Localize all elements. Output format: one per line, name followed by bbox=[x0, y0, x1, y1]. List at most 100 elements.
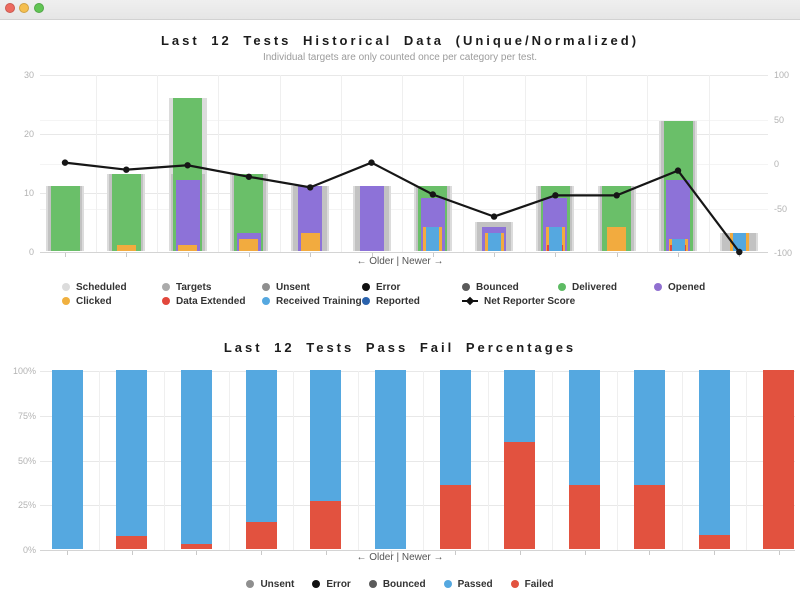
x-tick bbox=[261, 551, 263, 555]
net-reporter-score-point bbox=[736, 248, 743, 256]
data-extended-dot-icon bbox=[162, 297, 170, 305]
gridline bbox=[402, 75, 404, 252]
legend-item-error[interactable]: Error bbox=[362, 281, 400, 293]
top-chart-older-newer-pager[interactable]: ← Older | Newer → bbox=[356, 256, 444, 267]
right-axis-tick-label: -100 bbox=[774, 248, 793, 258]
gridline bbox=[40, 460, 795, 462]
y-axis-tick-label: 75% bbox=[17, 410, 36, 421]
error-dot-icon bbox=[312, 580, 321, 588]
gridline bbox=[616, 371, 618, 550]
top-chart-plot-area bbox=[40, 75, 768, 257]
gridline bbox=[164, 371, 166, 550]
x-tick bbox=[649, 551, 651, 555]
gridline bbox=[681, 371, 683, 550]
unsent-dot-icon bbox=[246, 580, 255, 588]
legend-item-passed[interactable]: Passed bbox=[443, 578, 493, 590]
legend-item-data-extended[interactable]: Data Extended bbox=[162, 295, 245, 307]
legend-item-received-training[interactable]: Received Training bbox=[262, 295, 362, 307]
legend-label: Delivered bbox=[572, 281, 618, 293]
legend-item-bounced[interactable]: Bounced bbox=[368, 578, 426, 590]
gridline bbox=[40, 415, 795, 417]
net-reporter-score-point bbox=[613, 192, 620, 199]
left-axis-tick-label: 20 bbox=[23, 129, 34, 139]
legend-label: Scheduled bbox=[76, 281, 127, 293]
legend-label: Unsent bbox=[260, 578, 295, 590]
x-tick bbox=[555, 253, 557, 257]
gridline bbox=[40, 193, 768, 194]
gridline bbox=[293, 371, 295, 550]
bar-opened bbox=[666, 180, 690, 251]
close-button[interactable] bbox=[5, 3, 15, 13]
left-axis-tick-label: 0 bbox=[28, 247, 34, 257]
bar-passed bbox=[51, 370, 83, 549]
gridline bbox=[463, 75, 465, 252]
gridline bbox=[40, 208, 768, 210]
x-tick bbox=[196, 551, 198, 555]
clicked-dot-icon bbox=[62, 297, 70, 305]
legend-item-unsent[interactable]: Unsent bbox=[262, 281, 310, 293]
legend-item-clicked[interactable]: Clicked bbox=[62, 295, 112, 307]
legend-label: Failed bbox=[524, 578, 554, 590]
marker-diamond bbox=[465, 296, 475, 306]
legend-item-reported[interactable]: Reported bbox=[362, 295, 420, 307]
top-chart-subtitle: Individual targets are only counted once… bbox=[262, 52, 538, 63]
x-tick bbox=[390, 551, 392, 555]
legend-item-net-reporter-score[interactable]: Net Reporter Score bbox=[462, 295, 575, 307]
gridline bbox=[228, 371, 230, 550]
gridline bbox=[40, 134, 768, 135]
bar-failed bbox=[310, 500, 342, 549]
bar-delivered bbox=[111, 174, 141, 251]
legend-label: Opened bbox=[668, 281, 706, 293]
gridline bbox=[40, 371, 795, 372]
legend-item-targets[interactable]: Targets bbox=[162, 281, 211, 293]
bar-received-training bbox=[487, 233, 501, 251]
legend-label: Error bbox=[326, 578, 351, 590]
x-tick bbox=[778, 551, 780, 555]
net-reporter-score-point bbox=[123, 166, 130, 173]
bar-received-training bbox=[548, 227, 562, 251]
legend-item-unsent[interactable]: Unsent bbox=[246, 578, 294, 590]
legend-label: Error bbox=[376, 281, 401, 293]
x-tick bbox=[248, 253, 250, 257]
bar-failed bbox=[245, 522, 277, 549]
legend-item-bounced[interactable]: Bounced bbox=[462, 281, 519, 293]
legend-item-opened[interactable]: Opened bbox=[654, 281, 705, 293]
legend-label: Net Reporter Score bbox=[484, 295, 576, 307]
net-reporter-score-point bbox=[429, 191, 436, 198]
bottom-chart-plot-area bbox=[40, 370, 795, 555]
legend-label: Received Training bbox=[276, 295, 362, 307]
y-axis-tick-label: 25% bbox=[17, 500, 36, 511]
legend-label: Bounced bbox=[382, 578, 426, 590]
bar-passed bbox=[310, 370, 342, 501]
net-reporter-score-marker-icon bbox=[462, 296, 478, 306]
zoom-button[interactable] bbox=[33, 3, 44, 13]
bar-passed bbox=[375, 370, 406, 549]
bar-opened bbox=[175, 180, 200, 251]
y-axis-tick-label: 100% bbox=[12, 366, 36, 376]
y-axis-tick-label: 0% bbox=[22, 545, 36, 555]
legend-item-delivered[interactable]: Delivered bbox=[558, 281, 617, 293]
minimize-button[interactable] bbox=[19, 3, 30, 13]
legend-label: Targets bbox=[176, 281, 212, 293]
legend-label: Reported bbox=[376, 295, 420, 307]
gridline bbox=[40, 505, 795, 507]
legend-label: Unsent bbox=[276, 281, 310, 293]
bottom-chart-older-newer-pager[interactable]: ← Older | Newer → bbox=[356, 552, 444, 563]
error-dot-icon bbox=[362, 283, 370, 291]
legend-item-scheduled[interactable]: Scheduled bbox=[62, 281, 127, 293]
right-axis-tick-label: 0 bbox=[774, 159, 780, 169]
legend-item-failed[interactable]: Failed bbox=[510, 578, 554, 590]
bar-delivered bbox=[50, 186, 80, 251]
bar-passed bbox=[698, 370, 730, 535]
bar-received-training bbox=[426, 227, 440, 251]
legend-item-error[interactable]: Error bbox=[312, 578, 351, 590]
bar-clicked bbox=[178, 245, 198, 251]
net-reporter-score-point bbox=[552, 192, 559, 199]
x-tick bbox=[584, 551, 586, 555]
x-tick bbox=[455, 551, 457, 555]
x-axis-baseline bbox=[40, 252, 768, 253]
gridline bbox=[340, 75, 342, 252]
legend-label: Clicked bbox=[76, 295, 112, 307]
x-tick bbox=[432, 253, 434, 257]
top-chart-left-axis: 30 20 10 0 bbox=[0, 70, 34, 257]
